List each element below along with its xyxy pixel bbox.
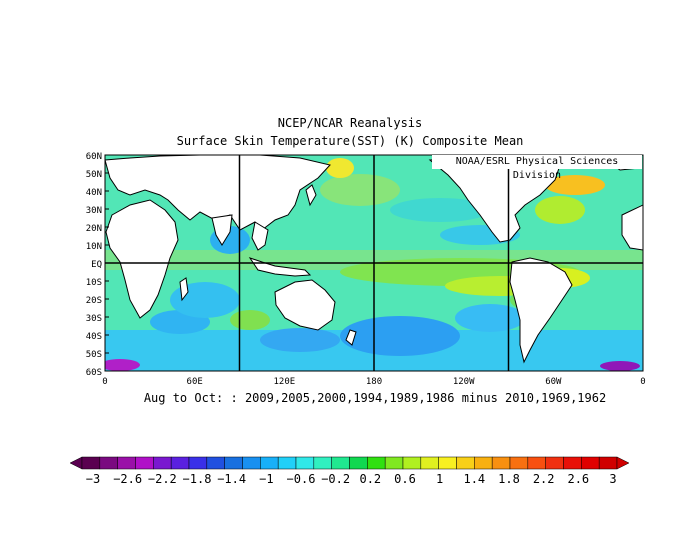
lat-tick-label: 20N xyxy=(86,224,102,234)
colorbar-max-arrow xyxy=(616,456,630,470)
colorbar-tick-label: −1 xyxy=(259,472,274,486)
lat-tick-label: 60N xyxy=(86,152,102,162)
colorbar-swatch xyxy=(598,456,618,470)
colorbar-swatch xyxy=(331,456,350,470)
lat-tick-label: 50N xyxy=(86,170,102,180)
colorbar-tick-label: −3 xyxy=(85,472,101,486)
colorbar-swatch xyxy=(509,456,529,470)
colorbar-swatch xyxy=(224,456,243,470)
colorbar-tick-label: 1.8 xyxy=(498,472,520,486)
lon-tick-label: 120W xyxy=(453,377,475,387)
colorbar-swatch xyxy=(135,456,154,470)
lat-tick-label: 20S xyxy=(86,296,102,306)
colorbar-swatch xyxy=(491,456,511,470)
colorbar-swatch xyxy=(581,456,600,470)
subtitle: Aug to Oct: : 2009,2005,2000,1994,1989,1… xyxy=(143,391,607,405)
colorbar-swatch xyxy=(242,456,261,470)
colorbar-tick-label: −0.2 xyxy=(321,472,351,486)
colorbar-swatch xyxy=(474,456,493,470)
lon-tick-label: 60E xyxy=(187,377,203,387)
lon-tick-label: 180 xyxy=(366,377,382,387)
colorbar-swatch xyxy=(277,456,297,470)
colorbar-swatch xyxy=(456,456,475,470)
colorbar-swatch xyxy=(349,456,368,470)
colorbar xyxy=(69,456,630,470)
lat-tick-label: 50S xyxy=(86,350,102,360)
colorbar-tick-label: 0.2 xyxy=(359,472,382,486)
lon-tick-label: 0 xyxy=(102,377,107,387)
lon-tick-label: 60W xyxy=(545,377,562,387)
colorbar-swatch xyxy=(563,456,582,470)
lon-tick-label: 0 xyxy=(640,377,645,387)
colorbar-swatch xyxy=(81,456,101,470)
colorbar-swatch xyxy=(99,456,118,470)
colorbar-tick-label: 2.2 xyxy=(532,472,555,486)
colorbar-tick-label: 1.4 xyxy=(463,472,486,486)
colorbar-swatch xyxy=(384,456,404,470)
colorbar-tick-label: 2.6 xyxy=(567,472,590,486)
lat-tick-label: 40N xyxy=(86,188,102,198)
colorbar-tick-label: −2.6 xyxy=(113,472,143,486)
colorbar-swatch xyxy=(295,456,315,470)
latitude-axis: 60N 50N 40N 30N 20N 10N EQ 10S 20S 30S 40S 50S 60S xyxy=(86,152,109,378)
colorbar-swatch xyxy=(188,456,208,470)
colorbar-swatch xyxy=(367,456,386,470)
lat-tick-label: 10N xyxy=(86,242,102,252)
colorbar-swatch xyxy=(545,456,564,470)
colorbar-swatch xyxy=(420,456,439,470)
colorbar-swatch xyxy=(117,456,136,470)
colorbar-swatch xyxy=(438,456,457,470)
lat-tick-label: 30S xyxy=(86,314,102,324)
colorbar-tick-label: 3 xyxy=(609,472,617,486)
lat-tick-label: 60S xyxy=(86,368,102,378)
colorbar-tick-label: −1.4 xyxy=(217,472,247,486)
lat-tick-label: 10S xyxy=(86,278,102,288)
colorbar-tick-label: −2.2 xyxy=(147,472,177,486)
lat-tick-label: 40S xyxy=(86,332,102,342)
colorbar-tick-label: 1 xyxy=(436,472,444,486)
land-masses xyxy=(105,155,643,364)
colorbar-swatch xyxy=(260,456,279,470)
longitude-axis: 0 60E 120E 180 120W 60W 0 xyxy=(102,377,645,387)
title-line2: Surface Skin Temperature(SST) (K) Compos… xyxy=(176,134,524,148)
lat-tick-label: EQ xyxy=(91,260,102,270)
colorbar-tick-label: −0.6 xyxy=(286,472,316,486)
title-line1: NCEP/NCAR Reanalysis xyxy=(277,116,423,130)
credit-label: NOAA/ESRL Physical Sciences Division xyxy=(432,155,642,181)
colorbar-swatch xyxy=(313,456,332,470)
colorbar-tick-label: 0.6 xyxy=(394,472,416,486)
colorbar-swatch xyxy=(206,456,225,470)
colorbar-swatch xyxy=(527,456,546,470)
colorbar-swatch xyxy=(402,456,422,470)
colorbar-swatch xyxy=(170,456,190,470)
lat-tick-label: 30N xyxy=(86,206,102,216)
colorbar-swatch xyxy=(153,456,172,470)
lon-tick-label: 120E xyxy=(273,377,295,387)
colorbar-tick-label: −1.8 xyxy=(182,472,212,486)
colorbar-min-arrow xyxy=(69,456,83,470)
